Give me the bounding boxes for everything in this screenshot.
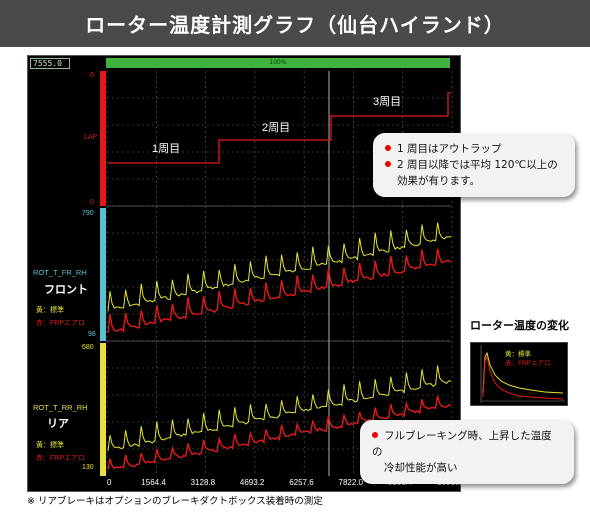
rear-axis-bottom: 130 bbox=[82, 464, 94, 471]
temperature-change-title: ローター温度の変化 bbox=[470, 319, 569, 332]
temperature-change-thumbnail: 黄：標準 赤：FRPエアロ bbox=[470, 342, 568, 406]
rear-legend-yellow: 黄：標準 bbox=[36, 442, 64, 449]
distance-readout[interactable]: 7555.0 bbox=[30, 58, 70, 69]
footnote: ※ リアブレーキはオプションのブレーキダクトボックス装着時の測定 bbox=[27, 496, 323, 507]
thumb-legend-yellow: 黄：標準 bbox=[505, 351, 531, 358]
front-frp-series bbox=[107, 248, 452, 333]
callout-line-2: 2 周目以降では平均 120℃以上の bbox=[385, 157, 563, 173]
telemetry-graph bbox=[27, 55, 461, 492]
cooling-callout: フルブレーキング時、上昇した温度の 冷却性能が高い bbox=[360, 420, 574, 484]
x-tick-label: 0 bbox=[107, 478, 112, 487]
bullet-icon bbox=[385, 161, 391, 167]
thumb-legend-red: 赤：FRPエアロ bbox=[505, 360, 551, 367]
callout-line-1: フルブレーキング時、上昇した温度の bbox=[372, 430, 552, 458]
x-tick-label: 7822.0 bbox=[338, 478, 363, 487]
progress-label: 100% bbox=[269, 59, 287, 66]
playback-progress-bar[interactable]: 100% bbox=[106, 58, 450, 68]
front-axis-bar bbox=[100, 208, 106, 341]
x-tick-label: 6257.6 bbox=[289, 478, 314, 487]
lap-axis-bottom: 0 bbox=[90, 199, 94, 206]
front-axis-bottom: 98 bbox=[88, 331, 96, 338]
page-title-banner: ローター温度計測グラフ（仙台ハイランド） bbox=[0, 0, 590, 47]
callout-line-2: 冷却性能が高い bbox=[384, 462, 458, 474]
front-axis-top: 790 bbox=[82, 210, 94, 217]
lap-3-label: 3周目 bbox=[373, 96, 402, 108]
rear-frp-series bbox=[107, 395, 452, 470]
outlap-callout: 1 周目はアウトラップ 2 周目以降では平均 120℃以上の 効果が有ります。 bbox=[373, 133, 575, 197]
rear-legend-red: 赤：FRPエアロ bbox=[36, 455, 85, 462]
rear-label: リア bbox=[47, 418, 69, 430]
x-tick-label: 3128.8 bbox=[190, 478, 216, 487]
lap-axis-top: 6 bbox=[90, 72, 94, 79]
thumbnail-graph bbox=[480, 345, 565, 403]
lap-axis-bar bbox=[100, 71, 106, 206]
front-channel-name: ROT_T_FR_RH bbox=[33, 268, 87, 277]
bullet-icon bbox=[385, 145, 391, 151]
bullet-icon bbox=[372, 432, 378, 438]
front-legend-red: 赤：FRPエアロ bbox=[36, 320, 85, 327]
rear-channel-name: ROT_T_RR_RH bbox=[33, 403, 88, 412]
rear-axis-bar bbox=[100, 343, 106, 476]
page-title: ローター温度計測グラフ（仙台ハイランド） bbox=[85, 13, 505, 37]
lap-2-label: 2周目 bbox=[262, 122, 291, 134]
front-legend-yellow: 黄：標準 bbox=[36, 307, 64, 314]
x-tick-label: 4693.2 bbox=[239, 478, 265, 487]
x-tick-label: 1564.4 bbox=[141, 478, 166, 487]
front-label: フロント bbox=[44, 284, 88, 296]
lap-step-series bbox=[108, 92, 451, 164]
callout-line-1: 1 周目はアウトラップ bbox=[385, 141, 563, 157]
rear-axis-top: 680 bbox=[82, 344, 94, 351]
lap-1-label: 1周目 bbox=[152, 143, 181, 155]
callout-line-3: 効果が有ります。 bbox=[397, 175, 480, 187]
front-standard-series bbox=[107, 222, 452, 312]
rear-standard-series bbox=[107, 365, 452, 451]
lap-axis-label: LAP bbox=[84, 134, 98, 141]
